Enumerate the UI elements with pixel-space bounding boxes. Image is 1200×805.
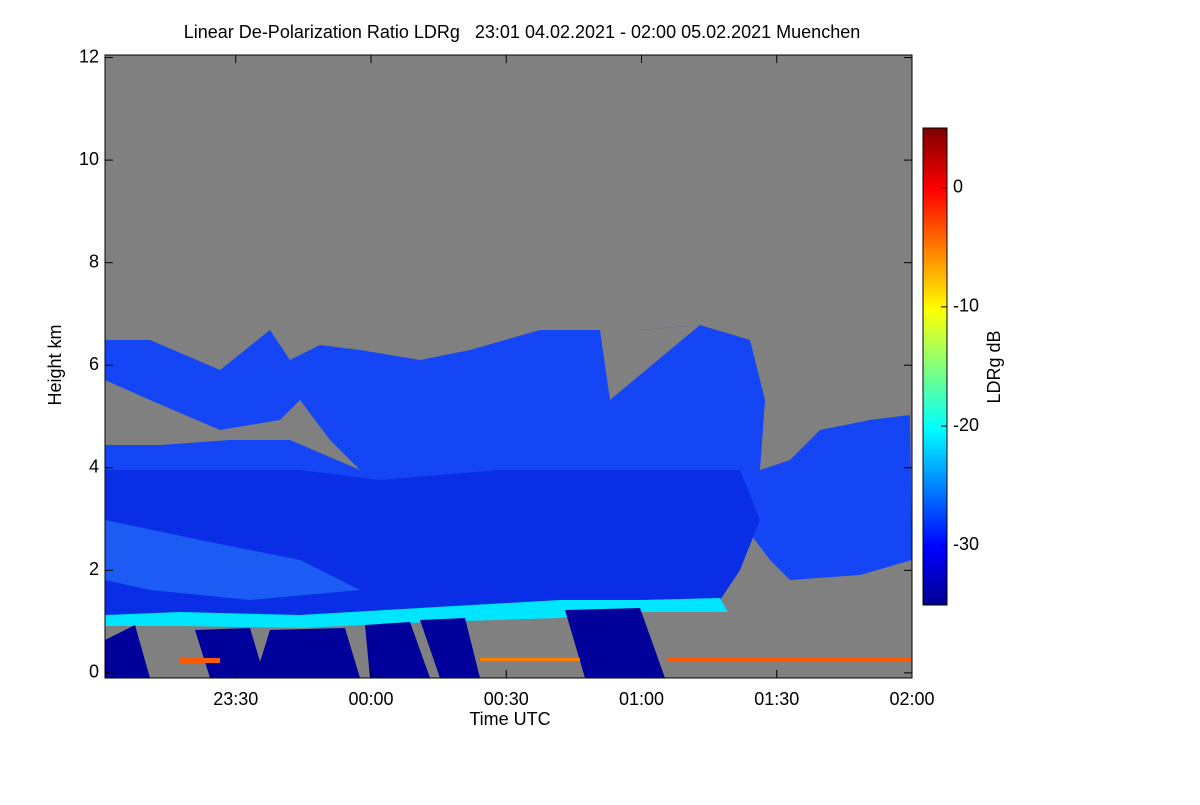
colorbar-label: LDRg dB bbox=[984, 330, 1004, 403]
y-tick-label: 4 bbox=[89, 457, 99, 477]
x-tick-label: 02:00 bbox=[889, 689, 934, 709]
y-tick-label: 6 bbox=[89, 354, 99, 374]
cloud-bright bbox=[105, 520, 360, 600]
x-tick-label: 01:30 bbox=[754, 689, 799, 709]
y-tick-label: 12 bbox=[79, 46, 99, 66]
x-axis-label: Time UTC bbox=[469, 709, 550, 729]
surface-layer bbox=[668, 657, 912, 662]
layer bbox=[105, 598, 728, 628]
surface-layer bbox=[480, 658, 580, 661]
y-tick-label: 2 bbox=[89, 559, 99, 579]
y-tick-label: 10 bbox=[79, 149, 99, 169]
colorbar-tick-label: -30 bbox=[953, 534, 979, 554]
low-signal bbox=[365, 622, 430, 678]
y-tick-label: 8 bbox=[89, 251, 99, 271]
low-signal bbox=[565, 608, 665, 678]
low-signal bbox=[420, 618, 480, 678]
x-tick-label: 00:00 bbox=[348, 689, 393, 709]
surface-layer bbox=[180, 658, 220, 663]
colorbar-tick-label: -20 bbox=[953, 415, 979, 435]
low-signal bbox=[255, 628, 360, 678]
gap bbox=[600, 325, 700, 400]
gap bbox=[105, 380, 360, 470]
y-axis-label: Height km bbox=[45, 324, 65, 405]
x-tick-label: 23:30 bbox=[213, 689, 258, 709]
x-tick-label: 01:00 bbox=[619, 689, 664, 709]
colorbar-tick-label: -10 bbox=[953, 296, 979, 316]
low-signal bbox=[195, 628, 265, 678]
colorbar bbox=[922, 127, 948, 606]
x-tick-label: 00:30 bbox=[484, 689, 529, 709]
y-tick-label: 0 bbox=[89, 662, 99, 682]
low-signal bbox=[105, 625, 150, 678]
field bbox=[105, 55, 912, 678]
chart-title: Linear De-Polarization Ratio LDRg 23:01 … bbox=[184, 22, 860, 42]
plot-frame bbox=[104, 54, 913, 679]
colorbar-tick-label: 0 bbox=[953, 176, 963, 196]
